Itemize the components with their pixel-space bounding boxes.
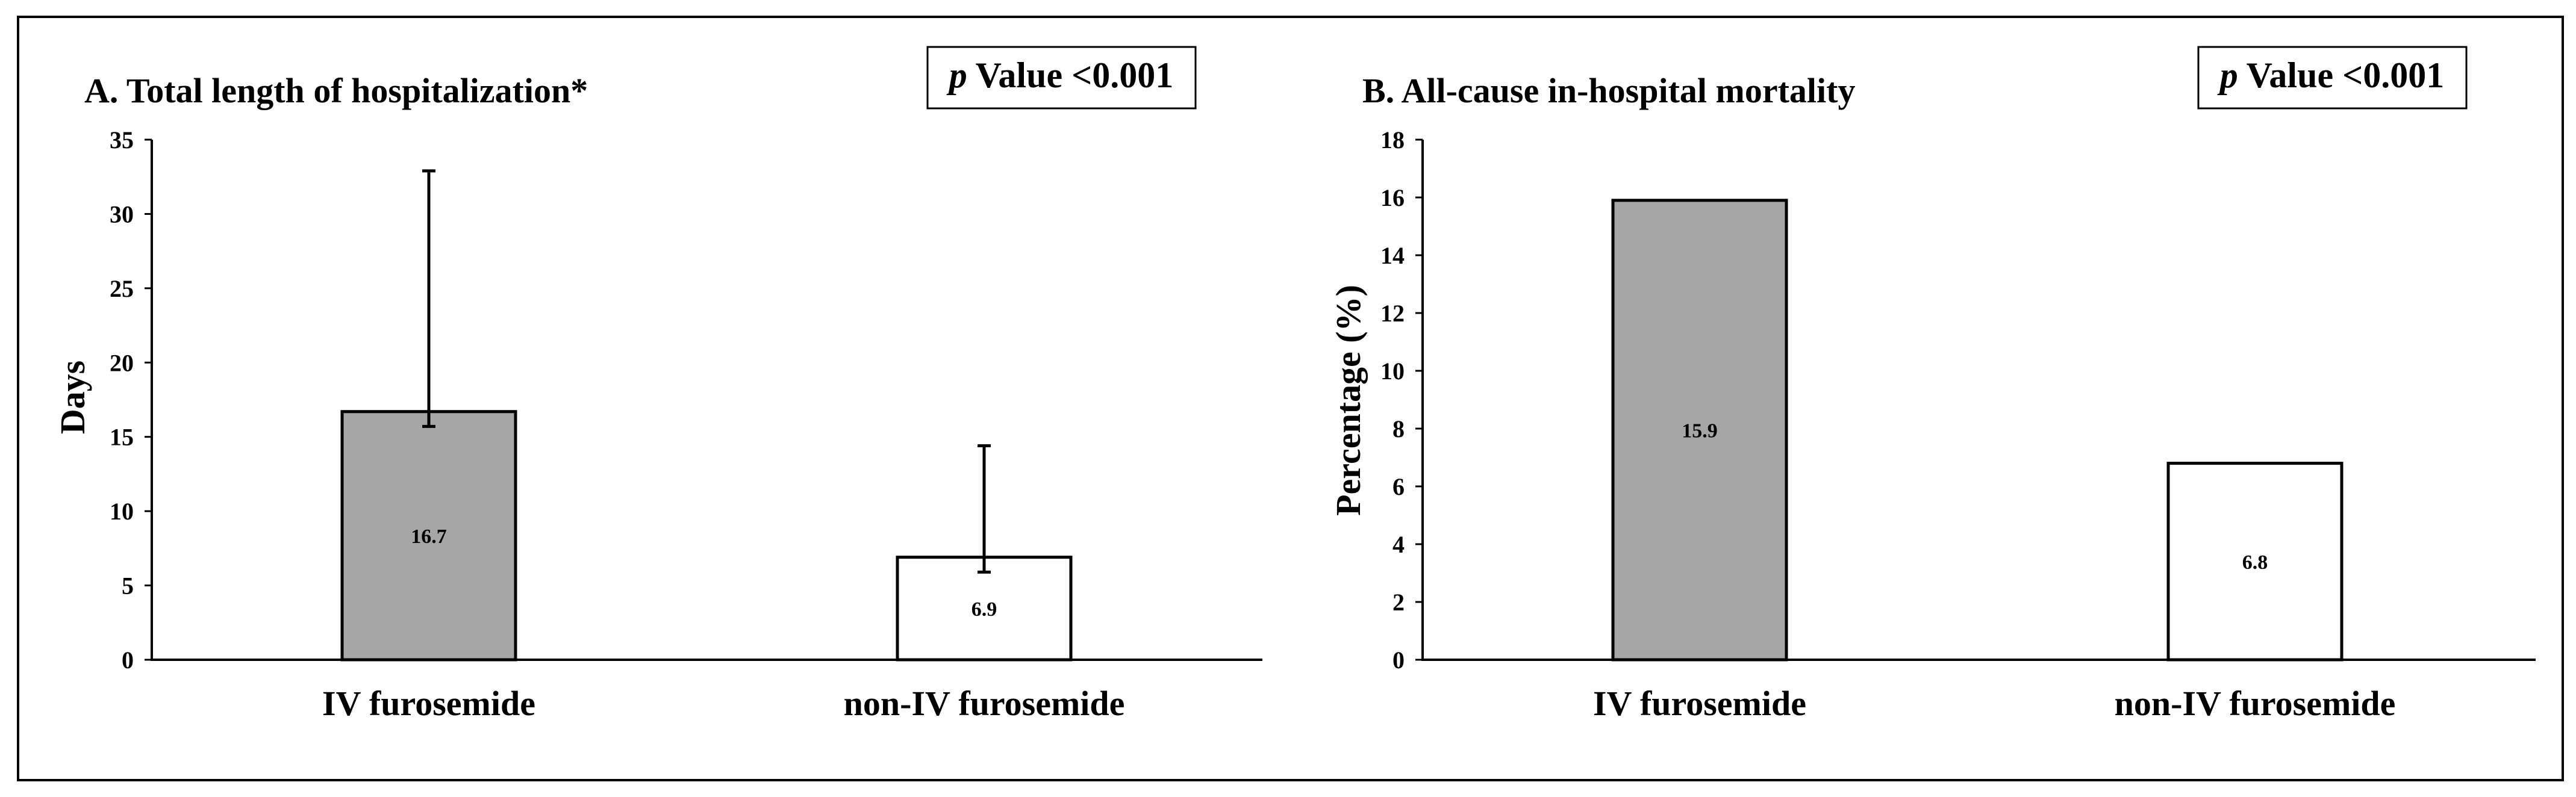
bar <box>2166 462 2344 662</box>
bar <box>1611 199 1788 662</box>
chart-a-ylabel: Days <box>53 361 92 434</box>
x-category-label: non-IV furosemide <box>2115 684 2396 723</box>
chart-a-pvalue-p: p <box>946 55 967 95</box>
chart-b-pvalue-box <box>2197 46 2468 110</box>
chart-a-y-axis-ticks: 0 5 10 15 20 25 30 35 <box>110 126 152 674</box>
y-tick-label: 20 <box>110 349 134 376</box>
chart-b-pvalue-p: p <box>2217 55 2238 95</box>
bar <box>340 410 517 662</box>
y-tick-label: 12 <box>1380 300 1405 327</box>
chart-panel-b: B. All-cause in-hospital mortality p Val… <box>1329 46 2536 723</box>
chart-b-title: B. All-cause in-hospital mortality <box>1362 71 1855 110</box>
y-tick-label: 14 <box>1380 242 1405 269</box>
y-tick-label: 35 <box>110 126 134 154</box>
y-tick-label: 10 <box>1380 358 1405 385</box>
chart-b-bars: 15.9 6.8 <box>1611 199 2344 662</box>
y-tick-label: 16 <box>1380 184 1405 211</box>
x-category-label: IV furosemide <box>1593 684 1806 723</box>
y-tick-label: 15 <box>110 424 134 451</box>
y-tick-label: 30 <box>110 200 134 228</box>
x-category-label: IV furosemide <box>322 684 535 723</box>
chart-a-pvalue-box <box>926 46 1197 110</box>
chart-a-x-axis-labels: IV furosemide non-IV furosemide <box>322 684 1124 723</box>
y-tick-label: 18 <box>1380 126 1405 154</box>
chart-a-pvalue-text: Value <0.001 <box>967 55 1174 95</box>
chart-b-pvalue: p Value <0.001 <box>2217 55 2445 95</box>
chart-a-title: A. Total length of hospitalization* <box>84 71 588 110</box>
bar-value-label: 15.9 <box>1682 420 1718 442</box>
y-tick-label: 4 <box>1392 531 1405 558</box>
y-tick-label: 25 <box>110 275 134 302</box>
y-tick-label: 8 <box>1392 415 1405 442</box>
bar-value-label: 16.7 <box>411 526 447 548</box>
chart-b-x-axis-labels: IV furosemide non-IV furosemide <box>1593 684 2395 723</box>
chart-b-y-axis-ticks: 0 2 4 6 8 10 12 14 16 18 <box>1380 126 1423 674</box>
bar-value-label: 6.8 <box>2242 551 2268 574</box>
figure-border <box>17 16 2564 781</box>
chart-b-pvalue-text: Value <0.001 <box>2238 55 2445 95</box>
bar-value-label: 6.9 <box>971 598 997 621</box>
y-tick-label: 0 <box>122 647 134 674</box>
chart-panel-a: A. Total length of hospitalization* p Va… <box>53 46 1262 723</box>
y-tick-label: 6 <box>1392 473 1405 500</box>
y-tick-label: 5 <box>122 572 134 600</box>
chart-b-ylabel: Percentage (%) <box>1329 285 1368 516</box>
y-tick-label: 0 <box>1392 647 1405 674</box>
y-tick-label: 10 <box>110 498 134 525</box>
y-tick-label: 2 <box>1392 589 1405 616</box>
x-category-label: non-IV furosemide <box>844 684 1125 723</box>
chart-a-pvalue: p Value <0.001 <box>946 55 1174 95</box>
